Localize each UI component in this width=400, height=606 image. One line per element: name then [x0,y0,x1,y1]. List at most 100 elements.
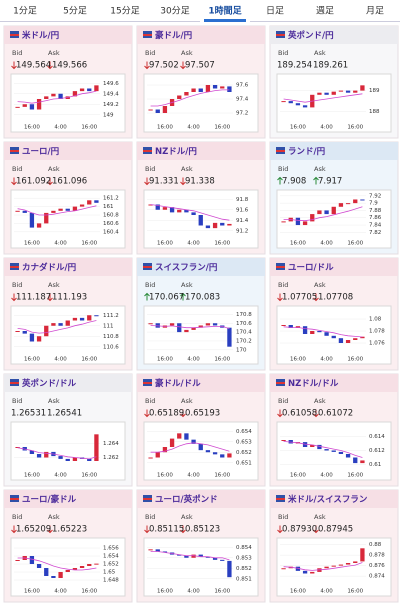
candle [29,450,35,454]
flag-icon-stripe [276,266,285,268]
candle [198,554,203,557]
tab[interactable]: 日足 [266,6,284,17]
y-tick-label: 160.8 [103,213,119,219]
pair-name[interactable]: 英ポンド/ドル [21,378,77,389]
pair-name[interactable]: 米ドル/スイスフラン [288,494,368,505]
tab[interactable]: 月足 [366,6,384,17]
card-header [4,142,132,160]
card-header [270,142,398,160]
candle [162,551,168,553]
candle [220,86,225,89]
ask-label: Ask [48,513,60,521]
bid-value: 189.254 [277,61,312,71]
candle [227,560,232,578]
bid-value: 7.908 [282,177,306,187]
card-header [4,258,132,276]
chart-box [276,73,392,133]
trend-arrow [144,61,150,70]
candle [295,103,301,106]
candle [72,91,78,97]
y-tick-label: 0.653 [236,439,252,445]
pair-name[interactable]: 米ドル/円 [22,30,59,41]
x-tick-label: 4:00 [54,241,67,247]
x-tick-label: 16:00 [24,473,40,479]
pair-name[interactable]: 豪ドル/ドル [155,378,201,389]
candle [353,457,358,464]
y-tick-label: 160.4 [103,229,119,235]
ask-value: 149.566 [52,61,87,71]
x-tick-label: 16:00 [347,241,363,247]
tab[interactable]: 週足 [316,6,334,17]
pair-name[interactable]: ランド/円 [288,147,325,157]
candle [184,433,189,440]
candle [212,557,218,560]
candle [72,206,78,211]
bid-label: Bid [278,165,288,173]
y-tick-label: 91.6 [236,207,249,213]
candle [331,335,336,339]
candle [353,199,358,204]
candle [220,559,225,561]
y-tick-label: 1.654 [103,554,119,560]
candle [184,329,189,333]
tab[interactable]: 1時間足 [208,5,242,17]
candle [360,548,365,562]
candle [177,554,182,556]
candle [288,325,293,328]
candle [184,209,189,213]
candle [44,212,49,224]
candle [15,210,20,212]
pair-name[interactable]: 豪ドル/円 [155,30,192,41]
y-tick-label: 149 [103,112,114,118]
ask-label: Ask [48,165,60,173]
tab[interactable]: 1分足 [13,6,37,17]
y-tick-label: 149.6 [103,81,119,87]
y-tick-label: 170.4 [236,330,252,336]
candle [302,221,308,226]
pair-name[interactable]: ユーロ/ドル [288,263,334,273]
card-header [137,258,265,276]
pair-name[interactable]: ユーロ/英ポンド [155,494,218,505]
y-tick-label: 7.84 [369,223,382,229]
moving-average [17,205,97,216]
bid-label: Bid [12,397,22,405]
pair-name[interactable]: カナダドル/円 [22,262,76,273]
ask-label: Ask [181,49,193,57]
candle [353,90,358,93]
y-tick-label: 161.2 [103,196,119,202]
bid-label: Bid [12,49,22,57]
candle [191,88,196,92]
y-tick-label: 1.078 [369,329,385,335]
y-tick-label: 0.612 [369,448,385,454]
ask-label: Ask [48,281,60,289]
x-tick-label: 16:00 [214,589,230,595]
card-header [137,142,265,160]
pair-name[interactable]: NZドル/円 [155,147,197,157]
candle [184,555,189,558]
ask-value: 0.85123 [185,525,220,535]
pair-name[interactable]: ユーロ/豪ドル [22,494,77,505]
candle [205,85,211,92]
y-tick-label: 0.876 [369,563,385,569]
tab[interactable]: 30分足 [160,6,189,17]
active-tab-underline [204,19,246,22]
chart-box [143,537,259,597]
bid-label: Bid [12,165,22,173]
candle [220,222,225,226]
candle [29,333,35,342]
pair-name[interactable]: スイスフラン/円 [155,263,217,273]
tab[interactable]: 5分足 [63,6,87,17]
pair-name[interactable]: 英ポンド/円 [287,30,334,41]
pair-name[interactable]: ユーロ/円 [22,147,59,157]
pair-name[interactable]: NZドル/ドル [288,379,339,389]
candle [51,210,56,213]
tab[interactable]: 15分足 [110,6,139,17]
x-tick-label: 16:00 [81,125,97,131]
ask-label: Ask [181,281,193,289]
y-tick-label: 188 [369,109,380,115]
candle [198,88,203,92]
candle [148,323,153,325]
card-header [4,490,132,508]
candle [65,570,70,572]
